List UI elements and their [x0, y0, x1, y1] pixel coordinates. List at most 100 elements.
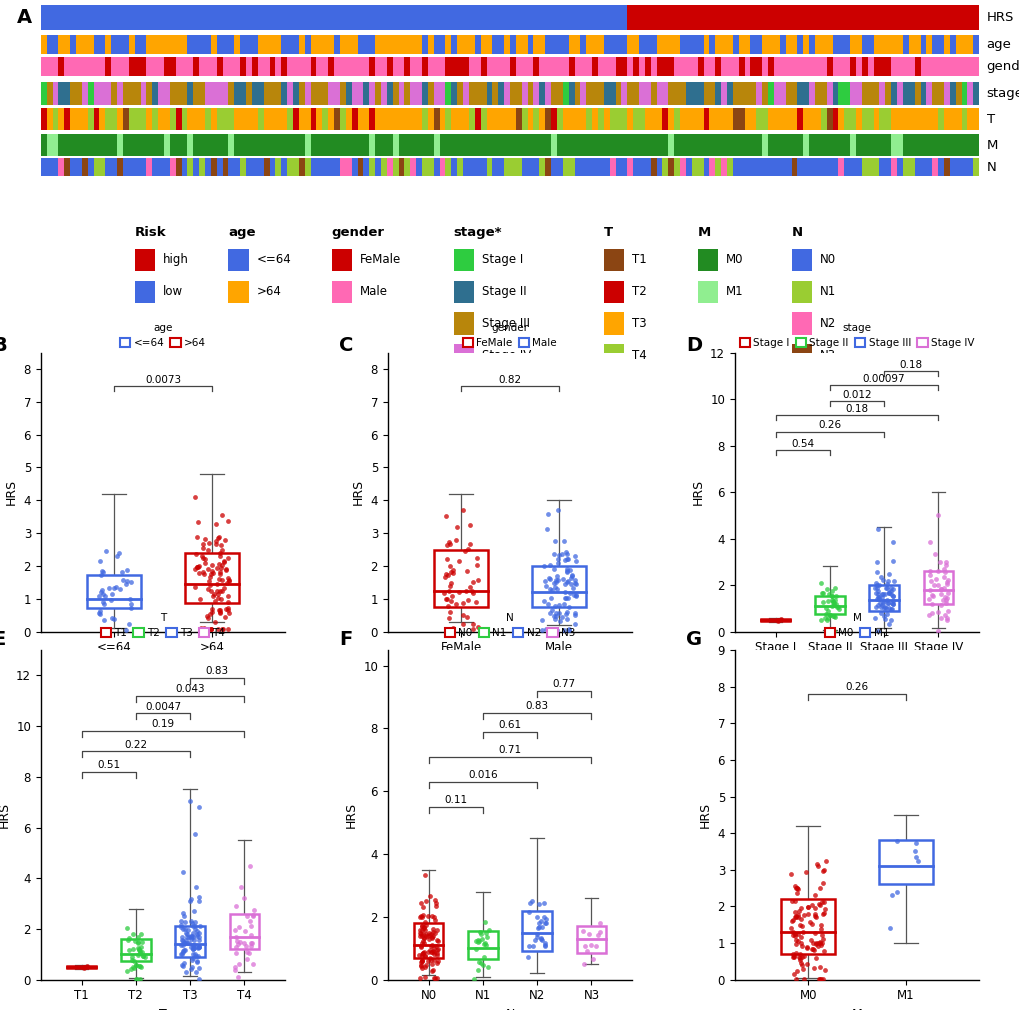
- Point: [221, 572, 237, 588]
- Bar: [844, 5, 850, 29]
- Bar: [656, 5, 662, 29]
- Bar: [680, 35, 686, 54]
- Point: [546, 561, 562, 577]
- Point: [447, 596, 464, 612]
- Point: [806, 908, 822, 924]
- Bar: [292, 5, 299, 29]
- Bar: [305, 5, 310, 29]
- Point: [812, 936, 828, 952]
- Bar: [141, 35, 147, 54]
- Point: [210, 529, 226, 545]
- Bar: [416, 35, 422, 54]
- Bar: [897, 108, 902, 130]
- Bar: [908, 134, 914, 157]
- Point: [176, 941, 193, 957]
- Bar: [615, 58, 621, 76]
- Point: [450, 584, 467, 600]
- Point: [195, 539, 211, 556]
- Bar: [322, 58, 328, 76]
- Bar: [539, 158, 545, 177]
- Point: [246, 902, 262, 918]
- Point: [185, 939, 202, 955]
- Bar: [287, 108, 292, 130]
- Bar: [662, 5, 667, 29]
- Text: Stage III: Stage III: [481, 317, 529, 330]
- Text: M1: M1: [726, 286, 743, 298]
- Point: [784, 949, 800, 966]
- Bar: [920, 35, 925, 54]
- Point: [425, 962, 441, 978]
- Point: [921, 563, 937, 579]
- Bar: [246, 5, 252, 29]
- Legend: T1, T2, T3, T4: T1, T2, T3, T4: [97, 609, 229, 642]
- Bar: [463, 35, 469, 54]
- Bar: [135, 281, 155, 303]
- Point: [883, 588, 900, 604]
- Point: [196, 566, 212, 582]
- Point: [799, 899, 815, 915]
- Text: <=64: <=64: [257, 254, 291, 267]
- Point: [870, 577, 887, 593]
- Bar: [791, 83, 797, 105]
- Point: [546, 580, 562, 596]
- Bar: [305, 134, 310, 157]
- Point: [795, 947, 811, 964]
- Bar: [334, 134, 339, 157]
- Point: [190, 514, 206, 530]
- Text: 0.11: 0.11: [443, 795, 467, 805]
- Bar: [88, 108, 94, 130]
- Point: [420, 943, 436, 959]
- Bar: [850, 108, 855, 130]
- Point: [537, 620, 553, 636]
- Bar: [556, 58, 562, 76]
- Bar: [158, 58, 164, 76]
- Bar: [352, 108, 358, 130]
- Point: [454, 502, 471, 518]
- Point: [128, 972, 145, 988]
- Bar: [569, 35, 574, 54]
- Point: [209, 621, 225, 637]
- Bar: [194, 5, 199, 29]
- Bar: [363, 58, 369, 76]
- Bar: [152, 134, 158, 157]
- Point: [556, 576, 573, 592]
- Bar: [147, 35, 152, 54]
- Point: [547, 574, 564, 590]
- Bar: [463, 158, 469, 177]
- Point: [869, 583, 886, 599]
- Bar: [480, 5, 486, 29]
- Bar: [522, 35, 527, 54]
- Point: [422, 927, 438, 943]
- Bar: [868, 585, 898, 611]
- Bar: [211, 134, 217, 157]
- Bar: [498, 134, 503, 157]
- Bar: [720, 83, 727, 105]
- Point: [879, 615, 896, 631]
- Bar: [510, 5, 516, 29]
- Bar: [550, 158, 556, 177]
- Bar: [920, 134, 925, 157]
- Point: [549, 502, 566, 518]
- Point: [174, 942, 191, 958]
- Point: [190, 939, 206, 955]
- Bar: [797, 35, 803, 54]
- Bar: [123, 108, 128, 130]
- Point: [541, 570, 557, 586]
- Bar: [516, 58, 522, 76]
- Bar: [252, 158, 258, 177]
- Bar: [305, 58, 310, 76]
- Bar: [597, 5, 603, 29]
- Bar: [503, 83, 510, 105]
- Point: [817, 606, 834, 622]
- Bar: [299, 108, 305, 130]
- Point: [938, 573, 955, 589]
- Bar: [615, 35, 621, 54]
- Text: T2: T2: [632, 286, 646, 298]
- Bar: [228, 158, 234, 177]
- Point: [828, 599, 845, 615]
- Point: [768, 613, 785, 629]
- Bar: [486, 5, 492, 29]
- Bar: [539, 83, 545, 105]
- Bar: [667, 134, 674, 157]
- Bar: [439, 158, 445, 177]
